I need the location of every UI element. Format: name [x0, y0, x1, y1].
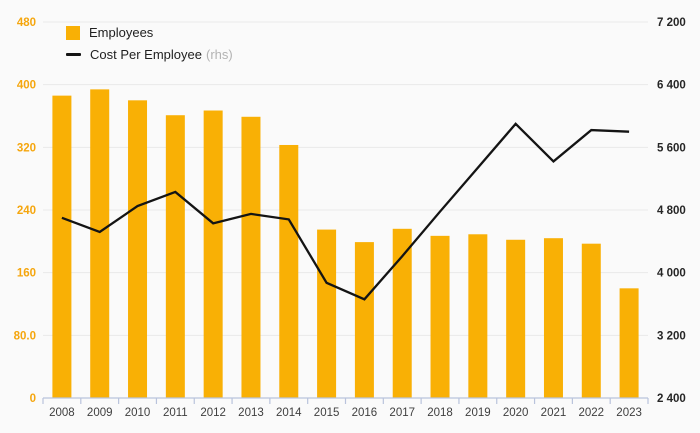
svg-text:4 800: 4 800: [657, 205, 686, 217]
svg-text:2021: 2021: [541, 407, 567, 419]
svg-text:7 200: 7 200: [657, 17, 686, 29]
svg-text:2008: 2008: [49, 407, 75, 419]
svg-text:80.0: 80.0: [14, 330, 36, 342]
svg-text:2009: 2009: [87, 407, 113, 419]
svg-text:3 200: 3 200: [657, 330, 686, 342]
svg-text:2020: 2020: [503, 407, 529, 419]
legend-rhs-suffix: (rhs): [206, 47, 233, 62]
svg-text:2019: 2019: [465, 407, 491, 419]
svg-text:240: 240: [17, 205, 36, 217]
svg-text:2 400: 2 400: [657, 393, 686, 405]
svg-text:2014: 2014: [276, 407, 302, 419]
svg-text:2013: 2013: [238, 407, 264, 419]
legend-label-employees: Employees: [89, 25, 154, 40]
line-swatch-icon: [66, 53, 81, 56]
svg-text:2016: 2016: [352, 407, 378, 419]
svg-text:2012: 2012: [200, 407, 226, 419]
svg-text:400: 400: [17, 80, 36, 92]
svg-text:320: 320: [17, 142, 36, 154]
svg-text:6 400: 6 400: [657, 80, 686, 92]
svg-text:2015: 2015: [314, 407, 340, 419]
svg-text:5 600: 5 600: [657, 142, 686, 154]
svg-text:160: 160: [17, 268, 36, 280]
svg-text:480: 480: [17, 17, 36, 29]
legend-item-cost-per-employee: Cost Per Employee (rhs): [66, 47, 233, 62]
svg-text:4 000: 4 000: [657, 268, 686, 280]
svg-text:2018: 2018: [427, 407, 453, 419]
svg-text:2022: 2022: [578, 407, 604, 419]
svg-text:2017: 2017: [389, 407, 415, 419]
svg-text:2011: 2011: [163, 407, 188, 419]
legend-item-employees: Employees: [66, 25, 233, 40]
svg-text:2023: 2023: [616, 407, 642, 419]
svg-text:0: 0: [30, 393, 36, 405]
chart-legend: Employees Cost Per Employee (rhs): [66, 25, 233, 62]
employees-swatch-icon: [66, 25, 80, 40]
legend-label-cost-per-employee: Cost Per Employee (rhs): [90, 47, 233, 62]
svg-text:2010: 2010: [125, 407, 151, 419]
